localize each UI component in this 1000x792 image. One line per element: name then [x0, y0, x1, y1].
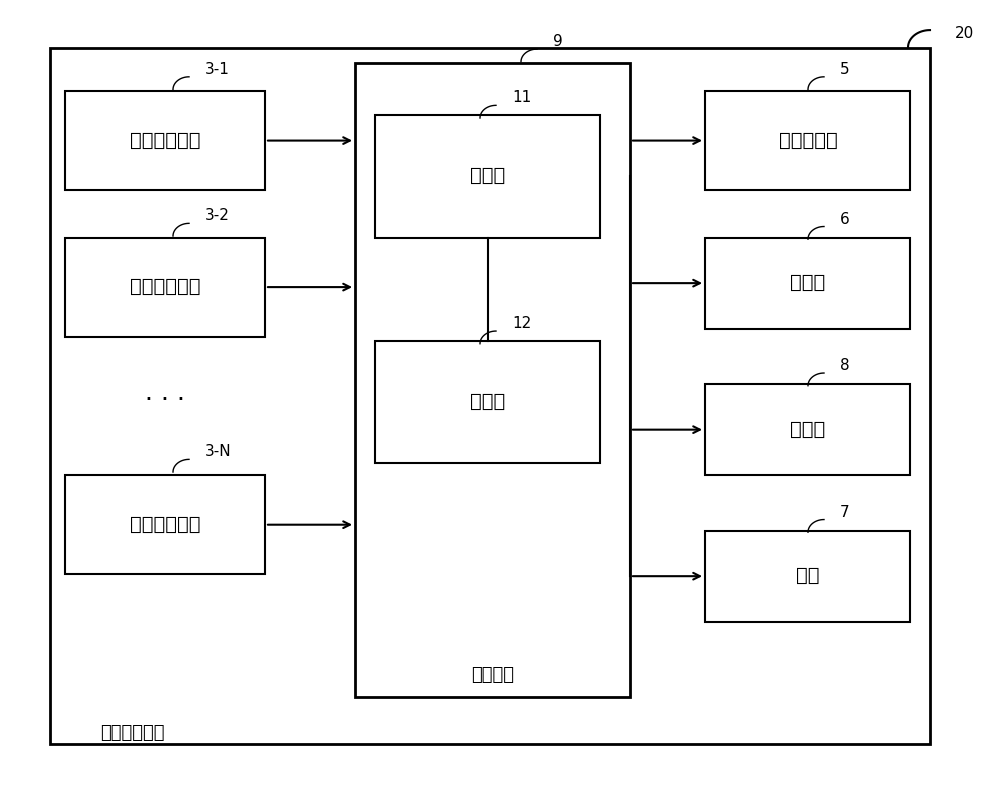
- Text: 7: 7: [840, 505, 850, 520]
- Text: 11: 11: [512, 90, 531, 105]
- Text: 控制装置: 控制装置: [472, 666, 514, 683]
- Bar: [375, 115, 600, 238]
- Bar: [705, 238, 910, 329]
- Bar: [705, 531, 910, 622]
- Text: · · ·: · · ·: [145, 388, 185, 412]
- Text: 3-1: 3-1: [205, 62, 230, 77]
- Text: 自动行驶装置: 自动行驶装置: [100, 724, 164, 741]
- Bar: [65, 91, 265, 190]
- Text: 无线通信机: 无线通信机: [779, 131, 837, 150]
- Bar: [65, 238, 265, 337]
- Bar: [355, 63, 630, 697]
- Bar: [50, 48, 930, 744]
- Text: 20: 20: [955, 26, 975, 40]
- Bar: [375, 341, 600, 463]
- Text: 热电偶温度计: 热电偶温度计: [130, 131, 200, 150]
- Text: 6: 6: [840, 211, 850, 227]
- Text: 3-2: 3-2: [205, 208, 230, 223]
- Bar: [65, 475, 265, 574]
- Text: 3-N: 3-N: [205, 444, 232, 459]
- Text: 摄像头: 摄像头: [790, 273, 826, 292]
- Text: 12: 12: [512, 316, 531, 331]
- Text: 热电偶温度计: 热电偶温度计: [130, 515, 200, 534]
- Bar: [705, 384, 910, 475]
- Text: 热电偶温度计: 热电偶温度计: [130, 277, 200, 296]
- Text: 9: 9: [553, 34, 563, 49]
- Bar: [705, 91, 910, 190]
- Text: 8: 8: [840, 358, 850, 373]
- Text: 电池: 电池: [796, 566, 820, 585]
- Text: 处理器: 处理器: [470, 166, 506, 185]
- Text: 5: 5: [840, 62, 850, 77]
- Text: 驱动部: 驱动部: [790, 420, 826, 439]
- Text: 存储器: 存储器: [470, 392, 506, 411]
